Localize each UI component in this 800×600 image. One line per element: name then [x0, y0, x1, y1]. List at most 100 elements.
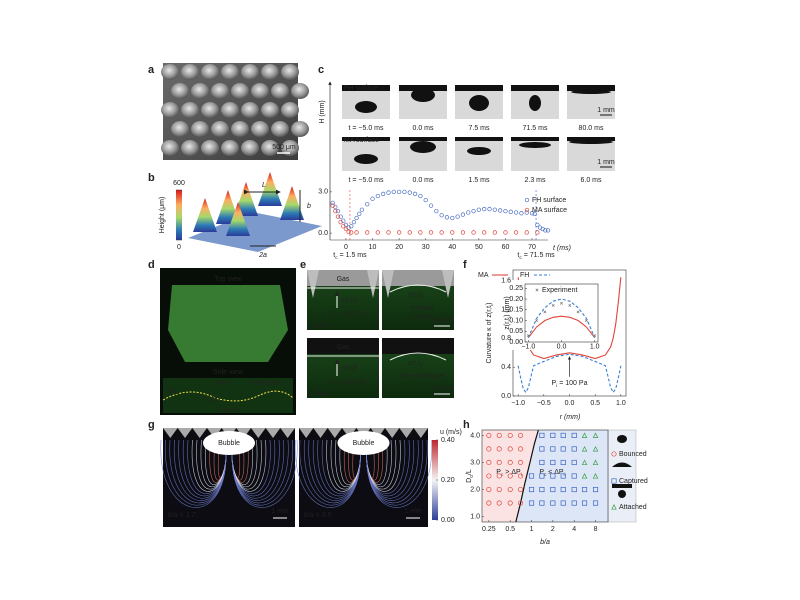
x-tick-label: 1.0	[616, 400, 626, 407]
subscript: 0	[469, 475, 475, 478]
label: Pi = 100 Pa	[329, 379, 365, 388]
data-point	[581, 500, 588, 506]
data-point	[535, 230, 540, 235]
data-point	[486, 459, 492, 466]
x-tick-label: 20	[395, 244, 403, 251]
legend-swatch	[535, 288, 539, 292]
subscript: i	[507, 317, 513, 318]
text-part: Curvature κ of z(r,t	[486, 306, 493, 364]
y-axis-label: z(r,ti) (mm)	[504, 296, 513, 329]
microcone	[207, 428, 222, 438]
cone	[281, 140, 299, 156]
data-point	[529, 211, 535, 216]
subscript: i	[420, 363, 422, 369]
droplet	[569, 140, 613, 144]
legend-swatch	[611, 478, 617, 484]
data-point	[592, 459, 599, 466]
label: 0.20	[441, 477, 455, 484]
text-part: ) (mm)	[504, 296, 511, 317]
y-tick-label: 1.2	[501, 306, 511, 313]
annotation: tc = 71.5 ms	[517, 252, 555, 261]
cone-3d	[234, 182, 258, 216]
streamline	[173, 439, 227, 501]
subscript: i	[420, 295, 422, 301]
legend-swatch	[524, 197, 530, 203]
streamline	[304, 439, 361, 504]
data-point	[513, 230, 519, 235]
surface	[511, 85, 559, 91]
y-tick-label: 0.05	[509, 328, 523, 335]
text-part: P	[496, 469, 501, 476]
microcone	[367, 270, 379, 298]
cone	[291, 83, 309, 99]
data-point	[518, 473, 524, 479]
data-point	[524, 230, 529, 235]
streamline	[366, 439, 406, 494]
droplet	[469, 95, 489, 111]
icon	[612, 484, 632, 488]
data-point	[354, 215, 359, 221]
x-tick-label: 1.0	[590, 343, 600, 350]
surface	[342, 85, 390, 91]
series-line	[517, 353, 622, 394]
x-tick-label: 0.0	[565, 400, 575, 407]
data-point	[581, 445, 588, 452]
text-part: = 100 Pa	[335, 311, 365, 318]
data-point	[335, 208, 341, 214]
x-tick-label: −1.0	[521, 343, 535, 350]
streamline	[191, 439, 227, 492]
text-part: P	[329, 311, 334, 318]
data-point	[338, 214, 343, 219]
data-point	[471, 208, 476, 214]
x-tick-label: 8	[594, 526, 598, 533]
streamline	[231, 439, 267, 492]
droplet	[411, 88, 435, 102]
microcone	[442, 270, 454, 298]
data-point	[550, 500, 556, 506]
streamline	[169, 439, 227, 504]
boundary-curve	[515, 429, 539, 523]
text-part: P	[539, 469, 544, 476]
streamline	[165, 439, 227, 506]
cone	[251, 83, 269, 99]
subscript: i	[334, 314, 335, 320]
text-part: = 100 Pa	[335, 379, 365, 386]
data-point	[592, 445, 599, 452]
data-point	[543, 310, 547, 314]
streamline	[231, 439, 289, 504]
legend-swatch	[524, 207, 530, 213]
annotation: Pi = 100 Pa	[552, 380, 588, 389]
label: Liquid	[219, 407, 238, 414]
panel-label: f	[463, 259, 467, 271]
data-point	[543, 228, 548, 233]
data-point	[346, 229, 351, 234]
y-axis-label: H (mm)	[319, 100, 326, 123]
streamline	[312, 439, 361, 499]
label: L	[262, 182, 266, 189]
text-part: = 100 Pa	[557, 380, 587, 387]
data-point	[539, 432, 545, 438]
panel-label: g	[148, 419, 155, 431]
x-axis-label: t (ms)	[553, 245, 571, 252]
data-point	[571, 459, 577, 466]
legend-panel	[607, 429, 637, 523]
microcone	[280, 428, 295, 438]
data-point	[507, 486, 513, 493]
label: t = −5.0 ms	[348, 125, 384, 132]
cone	[191, 121, 209, 137]
y-tick-label: 2.0	[470, 486, 480, 493]
droplet	[354, 154, 378, 164]
subscript: i	[564, 472, 565, 478]
data-point	[518, 432, 524, 438]
data-point	[386, 230, 391, 235]
text-part: z(r,t	[407, 360, 421, 367]
streamline	[321, 439, 361, 494]
cone	[171, 121, 189, 137]
cone	[221, 140, 239, 156]
cone	[201, 140, 219, 156]
label: 1 mm	[271, 508, 289, 515]
cone	[241, 64, 259, 80]
text-part: )	[486, 302, 493, 304]
data-point	[496, 473, 502, 479]
data-point	[357, 211, 362, 217]
